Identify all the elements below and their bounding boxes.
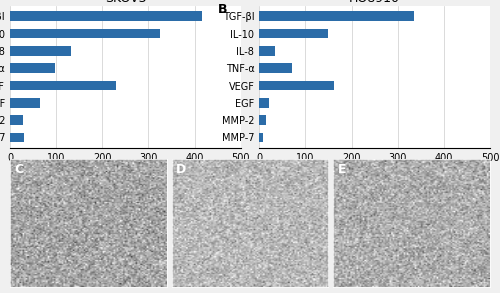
Bar [259, 46, 276, 56]
X-axis label: pg/mL/10⁶ cells: pg/mL/10⁶ cells [340, 166, 409, 175]
Bar [10, 64, 55, 73]
Bar [259, 64, 292, 73]
Bar [259, 29, 328, 38]
Bar [10, 133, 24, 142]
Bar [10, 115, 23, 125]
Text: B: B [218, 3, 227, 16]
Title: HO8910: HO8910 [349, 0, 400, 5]
Bar [259, 11, 414, 21]
Bar [259, 98, 270, 108]
Bar [259, 81, 334, 90]
Bar [259, 133, 263, 142]
X-axis label: pg/mL/10⁶ cells: pg/mL/10⁶ cells [90, 166, 160, 175]
Title: SKOV3: SKOV3 [104, 0, 146, 5]
Text: C: C [14, 163, 24, 176]
Bar [259, 115, 266, 125]
Text: E: E [338, 163, 346, 176]
Bar [10, 46, 71, 56]
Bar [10, 98, 40, 108]
Bar [10, 11, 202, 21]
Bar [10, 81, 116, 90]
Text: D: D [176, 163, 186, 176]
Bar [10, 29, 160, 38]
